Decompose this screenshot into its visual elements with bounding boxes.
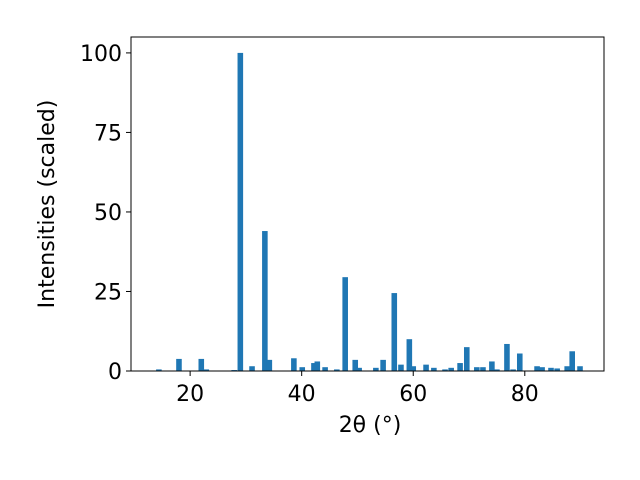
- bar: [480, 367, 486, 371]
- bar: [442, 369, 448, 371]
- bar: [342, 277, 348, 371]
- bar: [299, 367, 306, 371]
- bar: [474, 367, 480, 371]
- bar: [463, 347, 470, 371]
- bar: [249, 366, 255, 371]
- bar: [548, 367, 554, 371]
- bar: [291, 358, 297, 371]
- bar: [577, 366, 583, 371]
- bar: [311, 363, 317, 371]
- bar: [322, 367, 328, 371]
- bar: [406, 339, 413, 371]
- bar: [356, 367, 362, 371]
- bar: [314, 361, 321, 371]
- bar: [510, 369, 516, 371]
- bar: [352, 359, 359, 371]
- bar: [494, 369, 500, 371]
- bar: [457, 363, 463, 371]
- bar: [398, 364, 404, 371]
- bar: [266, 359, 273, 371]
- bar: [534, 366, 540, 371]
- bar: [176, 358, 182, 371]
- bar: [237, 52, 244, 372]
- bar: [262, 231, 268, 371]
- bar: [410, 366, 417, 371]
- bar: [489, 361, 495, 371]
- bar: [334, 369, 340, 371]
- y-tick-label: 75: [94, 121, 122, 146]
- x-tick-label: 80: [511, 382, 539, 407]
- y-axis-label: Intensities (scaled): [35, 100, 60, 309]
- bar: [554, 368, 560, 371]
- bar: [156, 369, 162, 371]
- plot-frame: [130, 36, 605, 372]
- bar: [539, 367, 545, 371]
- x-tick-label: 20: [176, 382, 204, 407]
- bar: [423, 364, 429, 371]
- bar: [516, 353, 523, 371]
- x-axis-label: 2θ (°): [339, 413, 402, 438]
- bar: [373, 367, 379, 371]
- bar: [448, 367, 454, 371]
- y-tick-label: 100: [80, 42, 122, 67]
- x-tick-label: 40: [288, 382, 316, 407]
- bar: [203, 369, 210, 371]
- bar: [380, 359, 386, 371]
- x-tick-label: 60: [399, 382, 427, 407]
- bar: [564, 366, 570, 371]
- y-tick-label: 50: [94, 201, 122, 226]
- bar: [431, 367, 437, 371]
- bar: [391, 293, 398, 371]
- y-tick-label: 0: [108, 360, 122, 385]
- bar: [504, 343, 510, 371]
- y-tick-label: 25: [94, 280, 122, 305]
- bar: [198, 358, 205, 371]
- bar: [569, 351, 575, 371]
